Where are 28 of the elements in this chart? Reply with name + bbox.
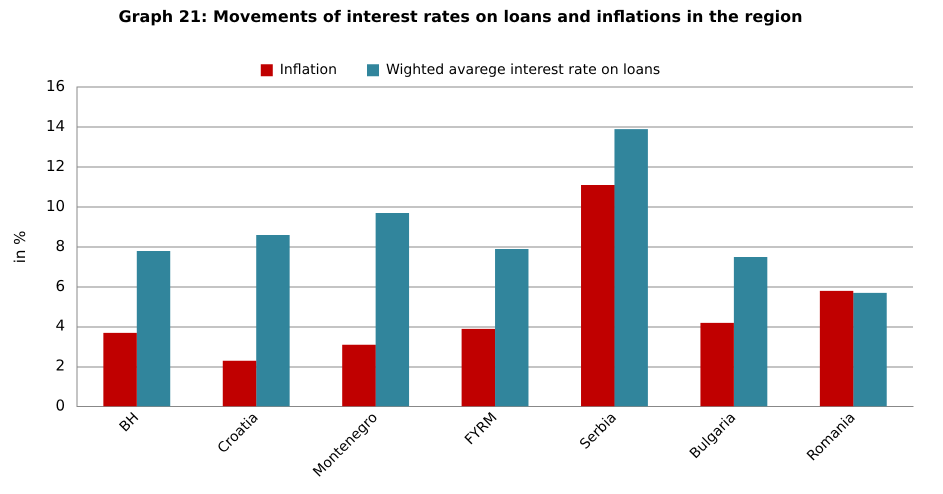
- bar: [700, 322, 734, 406]
- bar: [342, 344, 376, 406]
- y-tick-label: 16: [46, 77, 66, 96]
- bar: [820, 290, 854, 406]
- x-tick-label: BH: [116, 410, 142, 436]
- bar: [853, 292, 887, 406]
- bar: [376, 213, 410, 406]
- y-tick-label: 6: [56, 276, 66, 295]
- y-tick-label: 8: [56, 236, 66, 255]
- y-tick-label: 10: [46, 196, 66, 215]
- y-tick-label: 2: [56, 356, 66, 375]
- y-axis-title: in %: [10, 230, 29, 264]
- legend-label: Inflation: [280, 62, 337, 78]
- bar: [222, 360, 256, 406]
- y-tick-label: 12: [46, 156, 66, 175]
- bar: [495, 248, 528, 406]
- bar: [136, 250, 170, 406]
- bar: [581, 185, 614, 406]
- chart-title: Graph 21: Movements of interest rates on loans and inflations in the region: [118, 6, 803, 26]
- bar: [734, 256, 768, 406]
- y-tick-label: 4: [56, 316, 66, 335]
- bar: [614, 129, 648, 406]
- y-tick-label: 0: [56, 396, 66, 415]
- bar: [462, 328, 496, 406]
- bar: [103, 332, 137, 406]
- bar: [256, 234, 290, 406]
- legend-label: Wighted avarege interest rate on loans: [386, 62, 660, 78]
- y-tick-label: 14: [46, 117, 66, 136]
